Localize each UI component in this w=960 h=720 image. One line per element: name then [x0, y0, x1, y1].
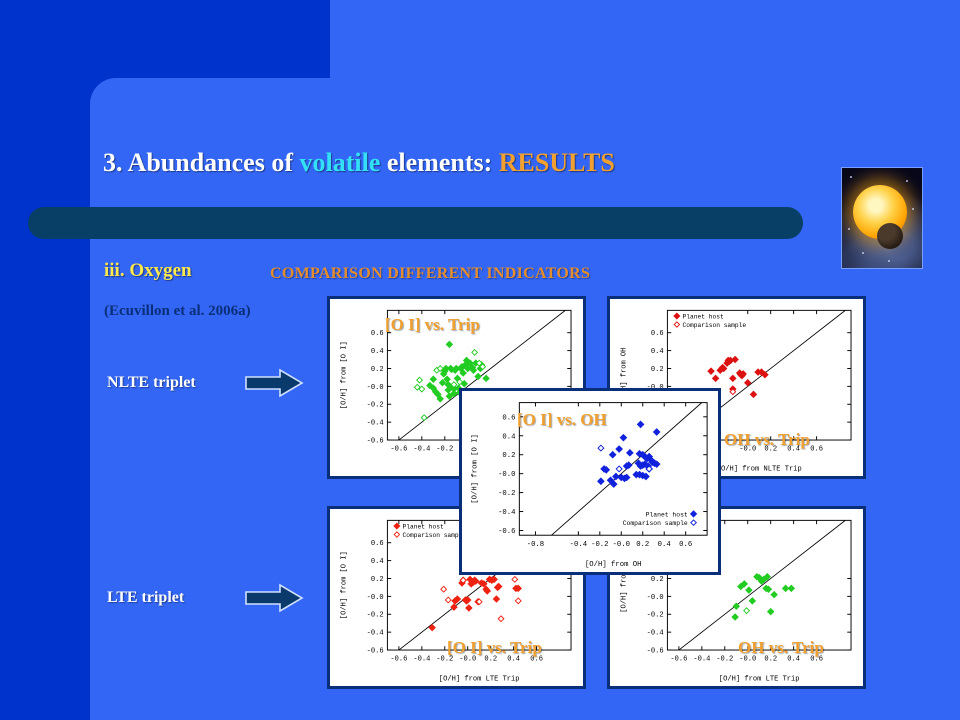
- chart-panel-top-left: -0.6 -0.4 -0.2 0.6 0.4 0.2 -0.0 -0.2 -0.4 -0.6 [O/…: [327, 296, 586, 479]
- svg-text:-0.0: -0.0: [739, 655, 756, 663]
- svg-text:0.4: 0.4: [507, 655, 520, 663]
- title-part-4: RESULTS: [498, 148, 615, 177]
- chart-panel-center: -0.8 -0.4 -0.2 -0.0 0.2 0.4 0.6 0.6 0.4 0.2 -0.0 -0…: [459, 388, 721, 575]
- title-part-3: elements:: [380, 148, 499, 177]
- title-part-2: volatile: [299, 148, 381, 177]
- svg-text:-0.0: -0.0: [498, 471, 515, 479]
- section-label: iii. Oxygen: [104, 260, 192, 281]
- svg-text:-0.4: -0.4: [570, 541, 587, 549]
- svg-text:[O/H] from OH: [O/H] from OH: [621, 348, 629, 403]
- svg-text:-0.2: -0.2: [647, 612, 664, 620]
- svg-text:0.4: 0.4: [658, 541, 671, 549]
- svg-text:-0.4: -0.4: [498, 509, 515, 517]
- svg-text:Planet host: Planet host: [403, 523, 444, 530]
- page-title: 3. Abundances of volatile elements: RESU…: [103, 148, 615, 178]
- svg-text:0.2: 0.2: [371, 576, 384, 584]
- svg-text:Comparison sample: Comparison sample: [683, 322, 747, 329]
- svg-text:0.4: 0.4: [371, 558, 384, 566]
- svg-text:0.6: 0.6: [679, 541, 692, 549]
- svg-text:-0.4: -0.4: [367, 630, 384, 638]
- arrow-right-icon-lte: [245, 583, 304, 613]
- svg-text:0.6: 0.6: [810, 445, 823, 453]
- chart-title-bottom-left: [O I] vs. Trip: [447, 638, 542, 657]
- svg-text:-0.4: -0.4: [413, 445, 430, 453]
- svg-text:0.4: 0.4: [787, 655, 800, 663]
- svg-text:0.2: 0.2: [764, 445, 777, 453]
- svg-text:[O/H] from LTE Trip: [O/H] from LTE Trip: [439, 675, 520, 683]
- svg-text:-0.8: -0.8: [527, 541, 544, 549]
- svg-text:0.2: 0.2: [502, 452, 515, 460]
- svg-text:-0.0: -0.0: [613, 541, 630, 549]
- svg-text:[O/H] from LTE Trip: [O/H] from LTE Trip: [719, 675, 800, 683]
- svg-text:-0.6: -0.6: [498, 528, 515, 536]
- svg-text:0.6: 0.6: [371, 540, 384, 548]
- title-underline-bar: [28, 207, 803, 239]
- svg-text:-0.6: -0.6: [390, 445, 407, 453]
- svg-text:0.2: 0.2: [371, 366, 384, 374]
- svg-text:0.6: 0.6: [530, 655, 543, 663]
- svg-text:-0.2: -0.2: [591, 541, 608, 549]
- svg-text:-0.2: -0.2: [367, 402, 384, 410]
- svg-text:0.2: 0.2: [651, 576, 664, 584]
- slide-background-top-strip: [330, 0, 960, 78]
- chart-title-top-right: OH vs. Trip: [724, 430, 810, 449]
- svg-text:0.2: 0.2: [636, 541, 649, 549]
- chart-title-top-left: [O I] vs. Trip: [385, 315, 480, 334]
- svg-text:0.6: 0.6: [502, 414, 515, 422]
- title-part-1: 3. Abundances of: [103, 148, 300, 177]
- svg-text:[O/H] from [O I]: [O/H] from [O I]: [472, 434, 480, 504]
- svg-text:-0.4: -0.4: [367, 420, 384, 428]
- svg-text:-0.2: -0.2: [716, 655, 733, 663]
- svg-text:0.4: 0.4: [651, 348, 664, 356]
- svg-text:-0.0: -0.0: [367, 384, 384, 392]
- svg-text:-0.4: -0.4: [413, 655, 430, 663]
- svg-text:-0.4: -0.4: [693, 655, 710, 663]
- reference-citation: (Ecuvillon et al. 2006a): [104, 303, 251, 319]
- svg-text:0.6: 0.6: [371, 330, 384, 338]
- svg-text:Comparison sample: Comparison sample: [403, 532, 467, 539]
- svg-text:0.6: 0.6: [651, 330, 664, 338]
- svg-text:[O/H] from NLTE Trip: [O/H] from NLTE Trip: [717, 465, 802, 473]
- svg-text:0.4: 0.4: [502, 433, 515, 441]
- svg-text:0.2: 0.2: [651, 366, 664, 374]
- svg-text:-0.6: -0.6: [367, 437, 384, 445]
- svg-text:Comparison sample: Comparison sample: [623, 520, 688, 527]
- svg-text:-0.2: -0.2: [436, 655, 453, 663]
- chart-panel-top-right: -0.00.20.40.60.60.40.2-0.0-0.2-0.4-0.6[O…: [607, 296, 866, 479]
- svg-text:Planet host: Planet host: [646, 511, 688, 518]
- svg-text:0.4: 0.4: [787, 445, 800, 453]
- svg-text:-0.2: -0.2: [436, 445, 453, 453]
- svg-text:0.4: 0.4: [371, 348, 384, 356]
- svg-text:-0.0: -0.0: [459, 655, 476, 663]
- section-subtitle: COMPARISON DIFFERENT INDICATORS: [270, 265, 591, 282]
- svg-text:-0.6: -0.6: [670, 655, 687, 663]
- svg-text:[O/H] from [O I]: [O/H] from [O I]: [341, 551, 349, 619]
- svg-text:0.2: 0.2: [764, 655, 777, 663]
- svg-text:Planet host: Planet host: [683, 313, 724, 320]
- svg-text:-0.4: -0.4: [647, 630, 664, 638]
- svg-text:[O/H] from [O I]: [O/H] from [O I]: [341, 341, 349, 409]
- svg-text:0.6: 0.6: [810, 655, 823, 663]
- svg-text:-0.6: -0.6: [390, 655, 407, 663]
- svg-text:-0.2: -0.2: [367, 612, 384, 620]
- svg-text:[O/H] from OH: [O/H] from OH: [621, 558, 629, 613]
- chart-title-center: [O I] vs. OH: [517, 410, 607, 429]
- svg-text:[O/H] from OH: [O/H] from OH: [585, 561, 642, 569]
- row-label-nlte-triplet: NLTE triplet: [107, 374, 196, 391]
- chart-title-bottom-right: OH vs. Trip: [738, 638, 824, 657]
- svg-text:-0.0: -0.0: [739, 445, 756, 453]
- svg-text:-0.0: -0.0: [647, 594, 664, 602]
- slide-background-top-left-block: [0, 0, 330, 78]
- svg-text:-0.2: -0.2: [498, 490, 515, 498]
- svg-text:-0.6: -0.6: [367, 647, 384, 655]
- row-label-lte-triplet: LTE triplet: [107, 589, 185, 606]
- planet-glyph: [877, 223, 903, 249]
- arrow-right-icon-nlte: [245, 368, 304, 398]
- svg-text:-0.6: -0.6: [647, 647, 664, 655]
- svg-text:-0.0: -0.0: [647, 384, 664, 392]
- svg-text:-0.0: -0.0: [367, 594, 384, 602]
- star-with-transiting-planet-image: [841, 167, 923, 269]
- svg-text:0.2: 0.2: [484, 655, 497, 663]
